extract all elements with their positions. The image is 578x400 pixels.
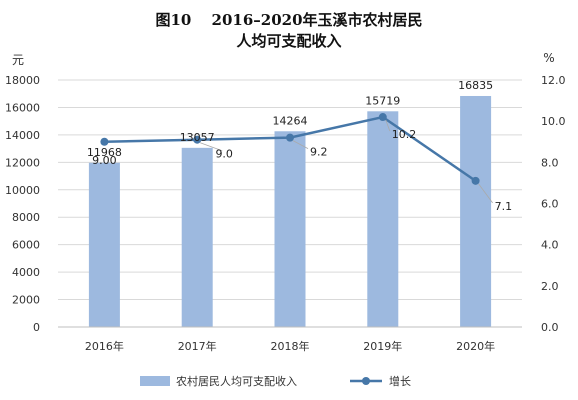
growth-value-label: 10.2 [392, 128, 417, 141]
growth-point [471, 176, 480, 185]
chart-title-line-1: 图10 2016–2020年玉溪市农村居民 [155, 11, 423, 29]
y-left-tick-label: 18000 [5, 74, 40, 87]
growth-value-label: 9.00 [92, 154, 117, 167]
x-tick-label: 2016年 [85, 339, 124, 353]
legend-swatch-bar [140, 376, 170, 386]
growth-label-leader [200, 142, 223, 152]
bar-value-label: 11968 [87, 146, 122, 159]
y-left-tick-label: 6000 [12, 239, 40, 252]
growth-point [378, 113, 387, 122]
y-right-tick-label: 10.0 [541, 115, 566, 128]
growth-line-series [100, 113, 480, 185]
growth-point [193, 135, 202, 144]
bar-value-label: 16835 [458, 79, 493, 92]
growth-label-leader [385, 119, 391, 132]
legend: 农村居民人均可支配收入 增长 [140, 374, 411, 388]
y-right-tick-label: 2.0 [541, 280, 559, 293]
y-left-tick-label: 14000 [5, 129, 40, 142]
legend-label-line: 增长 [389, 374, 411, 388]
data-labels: 11968 13057 14264 15719 16835 9.00 9.0 9.2 10.2 7… [87, 79, 512, 213]
bar [181, 147, 213, 327]
y-left-tick-label: 2000 [12, 294, 40, 307]
y-right-tick-label: 0.0 [541, 321, 559, 334]
bar-value-label: 15719 [365, 94, 400, 107]
y-right-tick-label: 6.0 [541, 198, 559, 211]
y-left-tick-label: 16000 [5, 101, 40, 114]
bar-value-label: 14264 [273, 114, 308, 127]
x-tick-label: 2018年 [271, 339, 310, 353]
x-tick-label: 2020年 [456, 339, 495, 353]
bar-value-label: 13057 [180, 131, 215, 144]
bar [88, 162, 120, 327]
y-right-unit: % [543, 51, 554, 65]
y-left-tick-label: 12000 [5, 156, 40, 169]
y-right-tick-label: 8.0 [541, 156, 559, 169]
axes: 0 2000 4000 6000 8000 10000 12000 14000 16000 180… [5, 51, 566, 353]
bar [460, 95, 492, 327]
x-tick-label: 2019年 [363, 339, 402, 353]
y-right-tick-label: 4.0 [541, 239, 559, 252]
bar-series [88, 95, 492, 328]
y-right-tick-label: 12.0 [541, 74, 566, 87]
growth-point [100, 137, 109, 146]
chart-title-line-2: 人均可支配收入 [236, 32, 342, 50]
bar [367, 111, 399, 328]
x-tick-label: 2017年 [178, 339, 217, 353]
growth-value-label: 7.1 [495, 200, 512, 213]
growth-label-leader [292, 140, 309, 149]
y-left-tick-label: 10000 [5, 184, 40, 197]
growth-value-label: 9.0 [215, 148, 233, 161]
y-left-tick-label: 4000 [12, 266, 40, 279]
y-left-tick-label: 8000 [12, 211, 40, 224]
legend-label-bar: 农村居民人均可支配收入 [176, 374, 297, 388]
bar [274, 131, 306, 327]
growth-value-label: 9.2 [310, 146, 328, 159]
growth-label-leader [478, 183, 493, 204]
y-left-tick-label: 0 [33, 321, 40, 334]
legend-swatch-marker [362, 377, 370, 385]
y-left-unit: 元 [12, 53, 24, 67]
growth-point [286, 133, 294, 142]
